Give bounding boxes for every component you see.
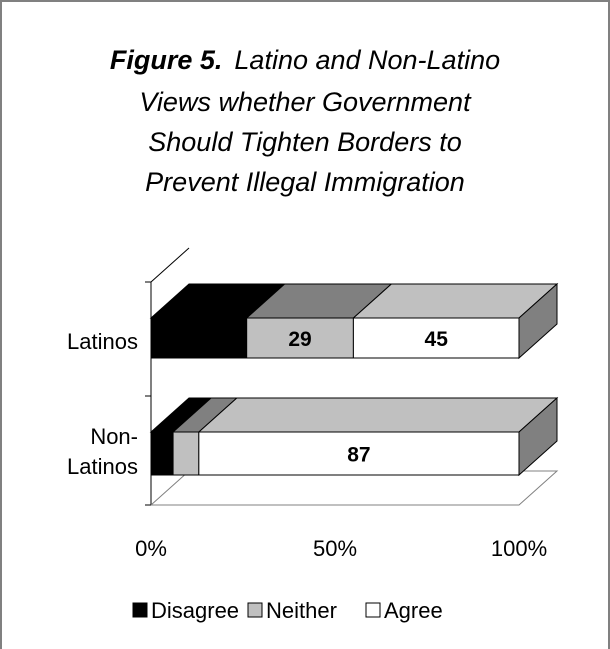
wall-top-edge (150, 247, 190, 283)
bar-disagree (150, 317, 248, 359)
title-line-3: Should Tighten Borders to (148, 127, 461, 157)
title-line-2: Views whether Government (139, 87, 472, 117)
legend-swatch-neither (247, 602, 263, 618)
title-text-1: Latino and Non-Latino (234, 45, 500, 75)
legend-swatch-agree (365, 602, 381, 618)
data-label-neither: 29 (288, 328, 311, 351)
bar-agree (352, 317, 520, 359)
figure-label: Figure 5. (110, 45, 223, 75)
chart-title: Figure 5. Latino and Non-Latino Views whe… (110, 45, 500, 197)
x-tick-label: 50% (313, 536, 357, 561)
legend-swatch-disagree (132, 602, 148, 618)
data-label-agree: 87 (347, 444, 370, 467)
legend: Disagree Neither Agree (132, 598, 443, 623)
floor-plane (149, 470, 559, 506)
category-label-line: Non- (90, 424, 138, 449)
x-tick-label: 100% (491, 536, 547, 561)
data-label-agree: 45 (425, 328, 449, 351)
bar-neither (172, 431, 200, 476)
title-line-4: Prevent Illegal Immigration (145, 167, 465, 197)
bar-top-agree (197, 397, 559, 433)
legend-label-agree: Agree (384, 598, 443, 623)
plot-area: 29 45 Latinos 87 Non- Latinos 0% 50% 100% (67, 247, 559, 561)
bar-side-face (518, 396, 558, 477)
legend-label-neither: Neither (266, 598, 337, 623)
bar-agree (198, 431, 520, 476)
category-label-line: Latinos (67, 454, 138, 479)
legend-label-disagree: Disagree (151, 598, 239, 623)
bar-side-face (518, 282, 558, 360)
category-label: Non- Latinos (67, 424, 138, 479)
category-label-line: Latinos (67, 329, 138, 354)
category-label: Latinos (67, 329, 138, 354)
bar-disagree (150, 431, 174, 476)
title-line-1: Figure 5. Latino and Non-Latino (110, 45, 500, 75)
x-tick-label: 0% (135, 536, 167, 561)
